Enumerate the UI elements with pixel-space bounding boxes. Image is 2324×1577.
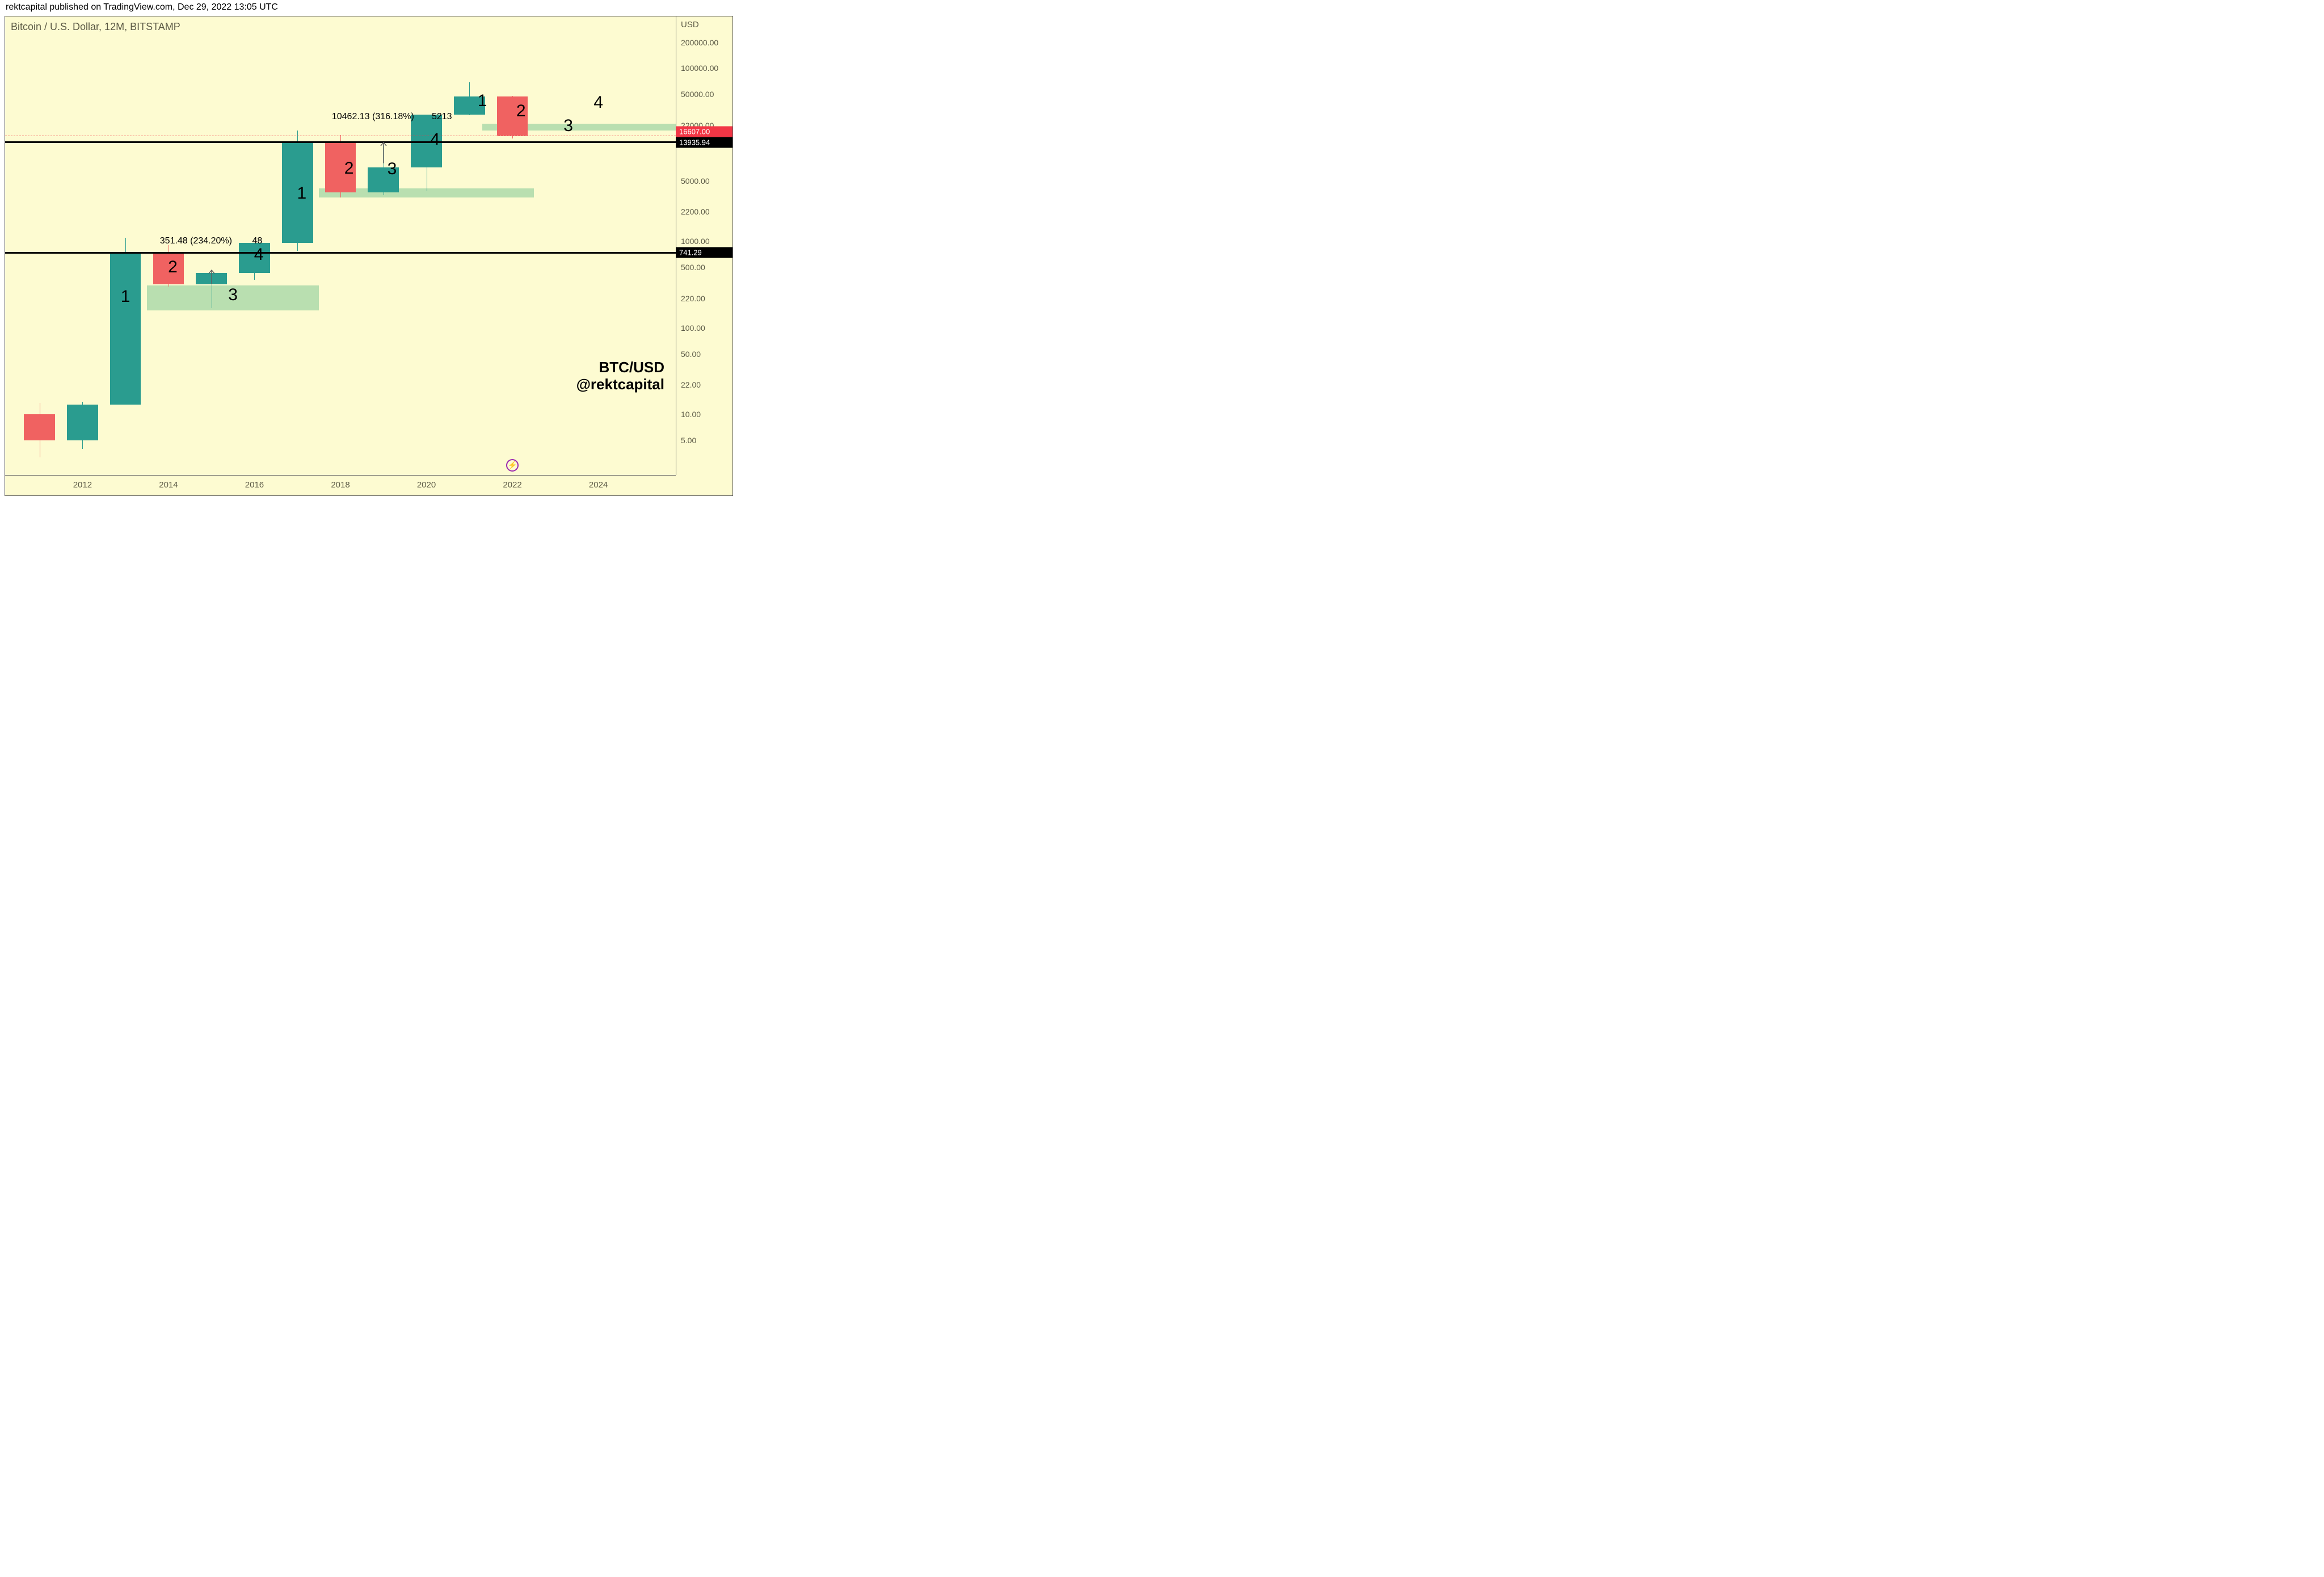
y-tick: 100.00 [681,323,705,333]
y-tick: 1000.00 [681,237,710,246]
horizontal-line [5,141,676,143]
watermark-pair: BTC/USD [576,359,664,376]
y-tick: 220.00 [681,294,705,303]
y-axis-currency-label: USD [681,20,699,30]
price-badge: 741.29 [676,247,732,258]
y-tick: 5000.00 [681,176,710,186]
cycle-number-label: 1 [121,287,130,306]
cycle-number-label: 4 [430,130,440,149]
y-tick: 10.00 [681,410,701,419]
horizontal-line [5,252,676,254]
y-tick: 500.00 [681,263,705,272]
watermark: BTC/USD @rektcapital [576,359,664,393]
cycle-number-label: 4 [593,93,603,112]
price-badge: 13935.94 [676,137,732,148]
y-tick: 200000.00 [681,38,718,47]
price-annotation: 10462.13 (316.18%) 5213 [332,112,452,122]
y-tick: 5.00 [681,436,696,445]
lightning-icon: ⚡ [506,459,519,472]
cycle-number-label: 2 [344,159,354,178]
y-tick: 50.00 [681,350,701,359]
cycle-number-label: 4 [254,245,264,264]
x-tick: 2018 [331,480,350,490]
cycle-number-label: 2 [516,102,526,121]
x-tick: 2024 [589,480,608,490]
y-axis[interactable]: USD 200000.00100000.0050000.0022000.0050… [676,16,732,475]
y-tick: 2200.00 [681,207,710,216]
x-tick: 2022 [503,480,521,490]
watermark-handle: @rektcapital [576,376,664,393]
y-tick: 100000.00 [681,64,718,73]
x-axis[interactable]: 2012 2014 2016 2018 2020 2022 2024 [5,475,676,495]
publish-header: rektcapital published on TradingView.com… [0,0,738,15]
candle-body [67,405,98,440]
chart-frame: Bitcoin / U.S. Dollar, 12M, BITSTAMP 1 2 3… [5,16,733,496]
cycle-number-label: 3 [388,159,397,179]
candle-body [110,253,141,405]
y-tick: 50000.00 [681,90,714,99]
cycle-number-label: 1 [478,91,487,111]
cycle-number-label: 2 [168,258,178,277]
x-tick: 2012 [73,480,92,490]
cycle-number-label: 3 [228,285,238,305]
y-tick: 22.00 [681,380,701,389]
x-tick: 2016 [245,480,264,490]
cycle-number-label: 3 [563,116,573,136]
plot-area[interactable]: 123412341234351.48 (234.20%) 4810462.13 … [5,16,676,475]
chart-title: Bitcoin / U.S. Dollar, 12M, BITSTAMP [11,21,180,33]
x-tick: 2020 [417,480,436,490]
arrow-icon [379,140,388,163]
candle-body [24,414,55,440]
price-annotation: 351.48 (234.20%) 48 [160,236,263,246]
cycle-number-label: 1 [297,184,306,203]
chart-container: rektcapital published on TradingView.com… [0,0,738,501]
arrow-icon [207,267,216,284]
x-tick: 2014 [159,480,178,490]
